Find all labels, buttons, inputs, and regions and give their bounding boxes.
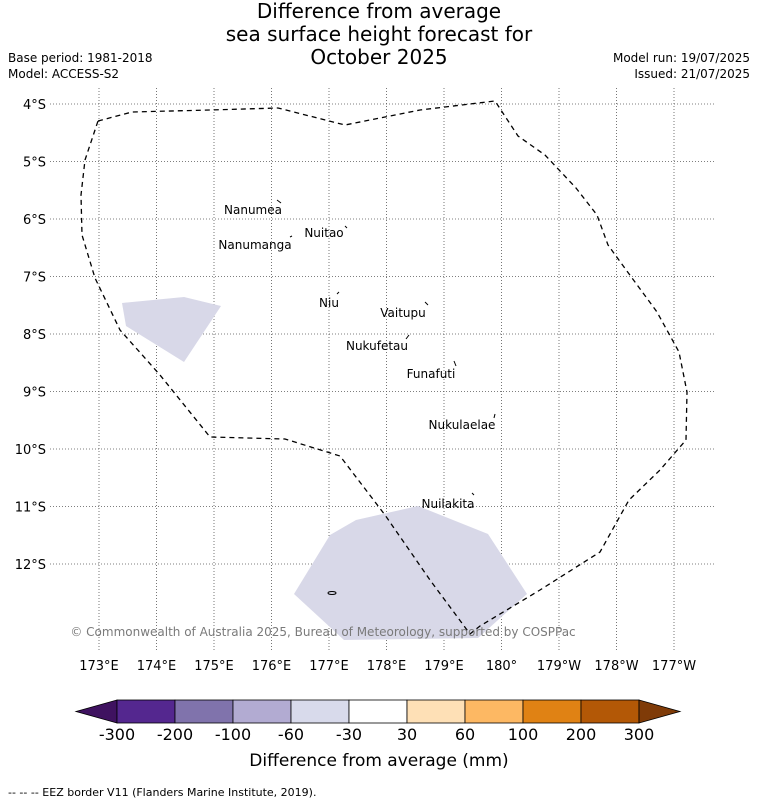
- lat-label: 9°S: [23, 386, 46, 401]
- copyright-notice: © Commonwealth of Australia 2025, Bureau…: [70, 625, 575, 639]
- lat-label: 12°S: [15, 558, 46, 573]
- island-label: Nuilakita: [422, 497, 475, 511]
- title-line-1: Difference from average: [256, 0, 502, 23]
- model-name: Model: ACCESS-S2: [8, 67, 120, 81]
- island-label: Nuitao: [304, 226, 343, 240]
- island-mark: [289, 235, 293, 238]
- island-niu: Niu: [319, 291, 340, 310]
- island-nanumea: Nanumea: [224, 199, 282, 217]
- title-line-3: October 2025: [310, 45, 448, 69]
- lon-label: 180°: [486, 659, 517, 674]
- lon-label: 174°E: [137, 659, 177, 674]
- model-run: Model run: 19/07/2025: [612, 51, 750, 65]
- lat-label: 11°S: [15, 501, 46, 516]
- anomaly-patch-south: [294, 506, 527, 640]
- colorbar-tick-label: -30: [336, 725, 362, 744]
- island-mark: [471, 492, 475, 496]
- island-vaitupu: Vaitupu: [380, 301, 429, 320]
- latitude-labels: 4°S 5°S 6°S 7°S 8°S 9°S 10°S 11°S 12°S: [15, 98, 46, 573]
- colorbar-tick-label: 100: [508, 725, 539, 744]
- lon-label: 176°E: [252, 659, 292, 674]
- lon-label: 177°E: [309, 659, 349, 674]
- eez-legend-note: -- -- -- EEZ border V11 (Flanders Marine…: [8, 786, 317, 799]
- island-nukulaelae: Nukulaelae: [429, 413, 496, 432]
- colorbar-segment: [116, 699, 176, 724]
- island-shape: [327, 591, 337, 595]
- lat-label: 6°S: [23, 213, 46, 228]
- colorbar-tick-label: -200: [157, 725, 193, 744]
- meta-right: Model run: 19/07/2025 Issued: 21/07/2025: [613, 50, 750, 82]
- base-period: Base period: 1981-2018: [8, 51, 153, 65]
- lat-label: 4°S: [23, 98, 46, 113]
- island-mark: [336, 291, 340, 295]
- longitude-labels: 173°E 174°E 175°E 176°E 177°E 178°E 179°E 180° 1…: [79, 659, 696, 674]
- colorbar-tick-label: -60: [278, 725, 304, 744]
- colorbar: -300 -200 -100 -60 -30 30 60 100 200 300: [74, 699, 682, 744]
- island-mark: [424, 301, 429, 306]
- lat-label: 8°S: [23, 328, 46, 343]
- lon-label: 178°E: [367, 659, 407, 674]
- island-label: Nanumanga: [218, 238, 291, 252]
- colorbar-extend-high: [638, 699, 682, 724]
- island-nuilakita: Nuilakita: [422, 492, 475, 511]
- colorbar-title: Difference from average (mm): [249, 751, 509, 771]
- island-label: Funafuti: [407, 367, 456, 381]
- lat-label: 5°S: [23, 156, 46, 171]
- meta-left: Base period: 1981-2018 Model: ACCESS-S2: [8, 50, 153, 82]
- lon-label: 179°W: [537, 659, 581, 674]
- island-nukufetau: Nukufetau: [346, 334, 410, 353]
- colorbar-segment: [290, 699, 350, 724]
- colorbar-segment: [174, 699, 234, 724]
- colorbar-tick-label: -300: [99, 725, 135, 744]
- island-label: Nanumea: [224, 203, 282, 217]
- lon-label: 179°E: [424, 659, 464, 674]
- colorbar-extend-low: [74, 699, 118, 724]
- lon-label: 175°E: [194, 659, 234, 674]
- colorbar-tick-label: 60: [455, 725, 475, 744]
- island-mark: [405, 334, 410, 340]
- lat-label: 10°S: [15, 443, 46, 458]
- island-mark: [453, 360, 457, 367]
- lon-label: 178°W: [594, 659, 638, 674]
- colorbar-segment: [406, 699, 466, 724]
- graticule: [50, 88, 714, 650]
- island-label: Nukulaelae: [429, 418, 496, 432]
- colorbar-segment: [522, 699, 582, 724]
- colorbar-tick-label: 200: [566, 725, 597, 744]
- island-label: Nukufetau: [346, 339, 408, 353]
- colorbar-segment: [464, 699, 524, 724]
- issued-date: Issued: 21/07/2025: [634, 67, 750, 81]
- colorbar-segment: [232, 699, 292, 724]
- island-label: Niu: [319, 296, 339, 310]
- colorbar-tick-label: 300: [624, 725, 655, 744]
- colorbar-tick-label: -100: [215, 725, 251, 744]
- lon-label: 173°E: [79, 659, 119, 674]
- map-plot-area: Nanumea Nuitao Nanumanga Niu Vaitupu Nuk…: [15, 88, 714, 674]
- island-nanumanga: Nanumanga: [218, 235, 293, 252]
- colorbar-tick-label: 30: [397, 725, 417, 744]
- colorbar-segment: [348, 699, 408, 724]
- island-label: Vaitupu: [380, 306, 426, 320]
- anomaly-patch-west: [122, 297, 221, 362]
- island-mark: [276, 199, 282, 204]
- island-mark: [344, 225, 348, 229]
- island-nuitao: Nuitao: [304, 225, 348, 240]
- island-funafuti: Funafuti: [407, 360, 457, 381]
- colorbar-segment: [580, 699, 640, 724]
- island-mark: [493, 413, 496, 419]
- lat-label: 7°S: [23, 271, 46, 286]
- lon-label: 177°W: [652, 659, 696, 674]
- title-line-2: sea surface height forecast for: [225, 22, 533, 46]
